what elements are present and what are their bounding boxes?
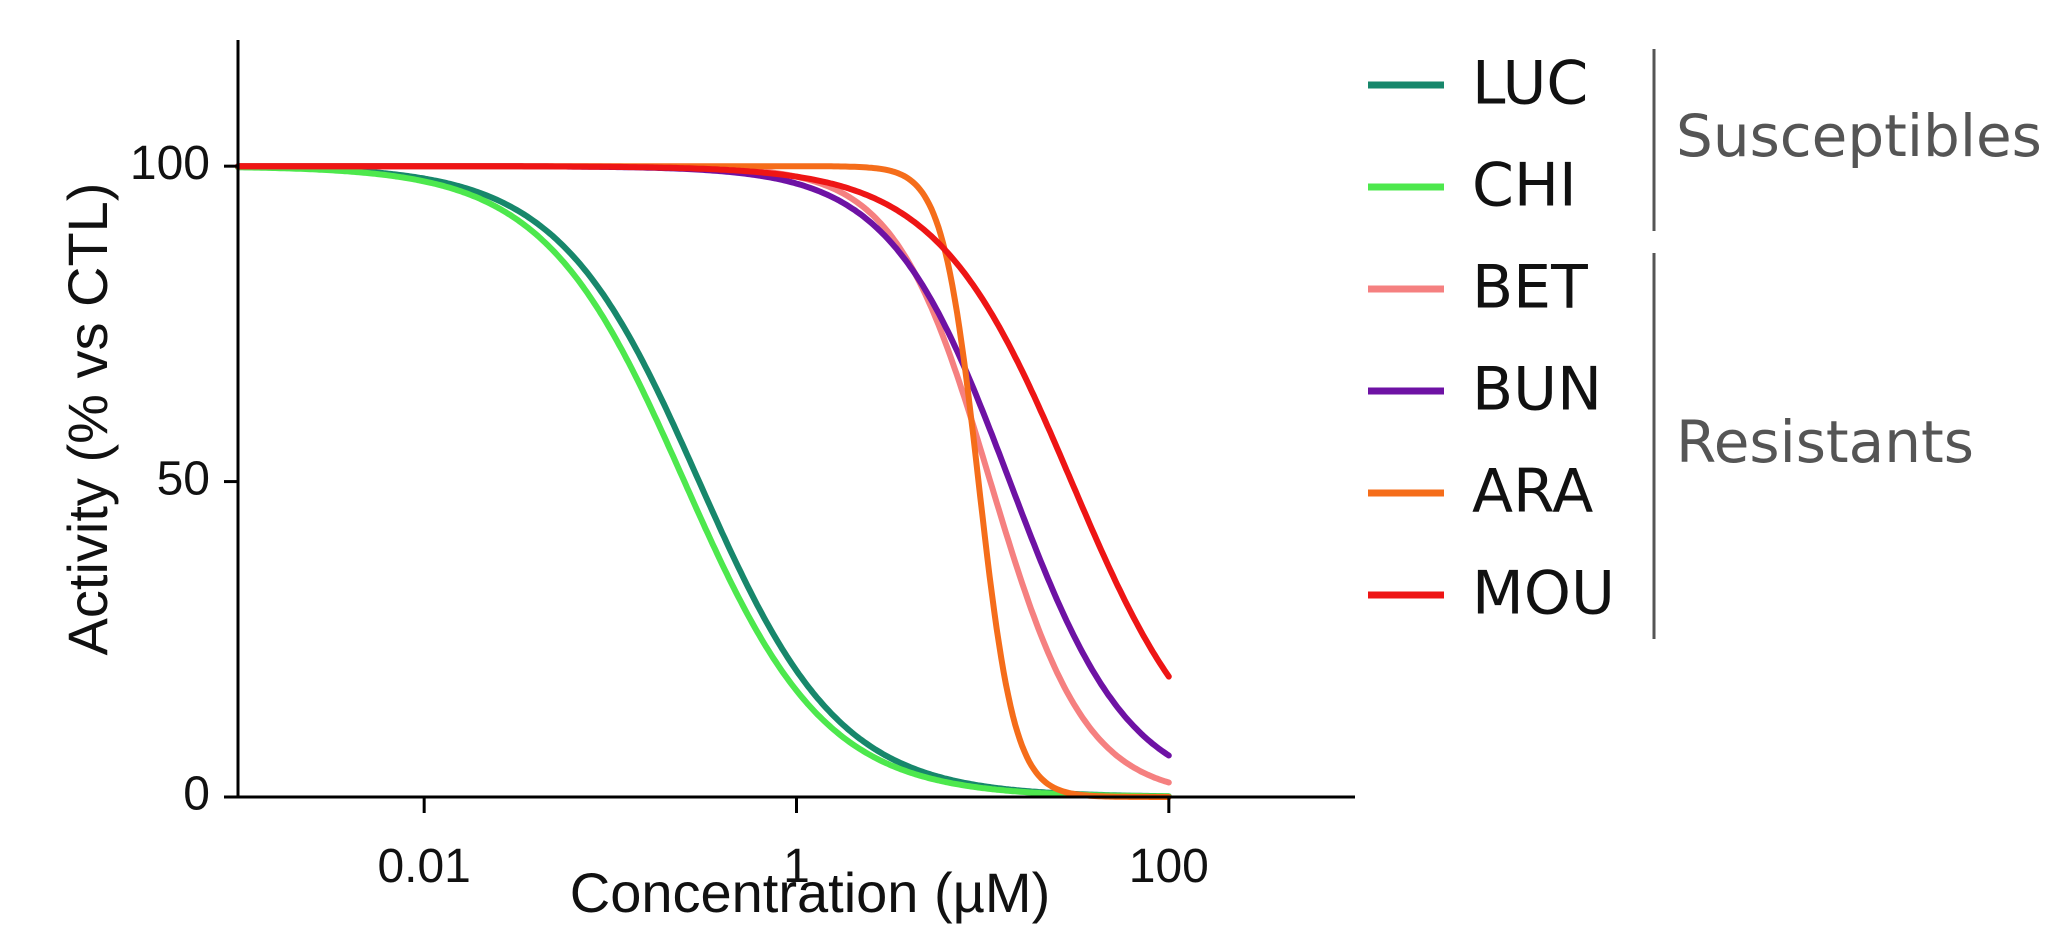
legend-label-mou: MOU — [1472, 559, 1615, 629]
legend-label-bet: BET — [1472, 253, 1588, 323]
y-tick-label: 50 — [157, 452, 210, 505]
series-line-luc — [235, 164, 1172, 800]
y-axis-title: Activity (% vs CTL) — [56, 183, 119, 656]
legend: LUC CHI Susceptibles BET BUN ARA MOU Resistants — [1368, 49, 2042, 639]
series-line-bun — [235, 163, 1172, 759]
legend-label-luc: LUC — [1472, 49, 1588, 119]
y-ticks: 0 50 100 — [130, 137, 238, 821]
series-line-mou — [235, 163, 1172, 680]
x-axis-title: Concentration (µM) — [570, 861, 1050, 924]
legend-label-bun: BUN — [1472, 355, 1602, 425]
curves-layer — [235, 163, 1172, 800]
legend-group-label: Resistants — [1676, 408, 1974, 476]
x-ticks: 0.01 1 100 — [377, 797, 1209, 893]
y-tick-label: 0 — [183, 768, 210, 821]
legend-label-chi: CHI — [1472, 151, 1577, 221]
legend-label-ara: ARA — [1472, 457, 1593, 527]
y-tick-label: 100 — [130, 137, 210, 190]
series-line-chi — [235, 164, 1172, 800]
x-tick-label: 1 — [783, 840, 810, 893]
series-line-ara — [235, 163, 1172, 800]
series-line-bet — [235, 163, 1172, 786]
legend-group-label: Susceptibles — [1676, 102, 2042, 170]
x-tick-label: 100 — [1129, 840, 1209, 893]
x-tick-label: 0.01 — [377, 840, 470, 893]
